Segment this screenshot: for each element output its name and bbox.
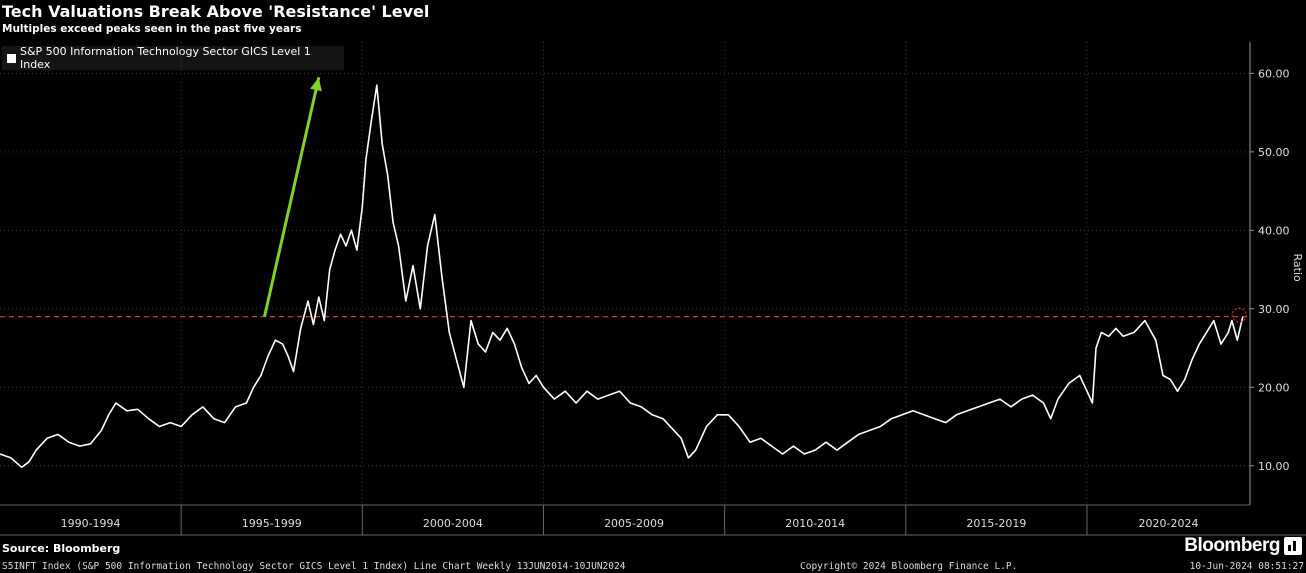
highlight-circle (1231, 307, 1247, 323)
legend-label: S&P 500 Information Technology Sector GI… (19, 45, 311, 71)
y-tick-label: 40.00 (1258, 224, 1290, 237)
x-period-label: 1995-1999 (242, 517, 302, 530)
y-axis-label: Ratio (1291, 254, 1304, 283)
y-tick-label: 20.00 (1258, 381, 1290, 394)
source-note: Source: Bloomberg (2, 542, 121, 555)
x-period-label: 2010-2014 (785, 517, 845, 530)
series-line (0, 84, 1244, 469)
x-period-label: 1990-1994 (61, 517, 121, 530)
timestamp: 10-Jun-2024 08:51:27 (1189, 561, 1304, 572)
y-tick-label: 10.00 (1258, 460, 1290, 473)
x-period-label: 2000-2004 (423, 517, 483, 530)
copyright: Copyright© 2024 Bloomberg Finance L.P. (800, 561, 1018, 572)
x-period-label: 2005-2009 (604, 517, 664, 530)
y-tick-label: 30.00 (1258, 303, 1290, 316)
bloomberg-logo: Bloomberg (1184, 535, 1302, 557)
legend: S&P 500 Information Technology Sector GI… (2, 45, 344, 71)
x-period-label: 2020-2024 (1138, 517, 1198, 530)
y-tick-label: 50.00 (1258, 146, 1290, 159)
annotation-arrowhead (310, 77, 322, 92)
y-tick-label: 60.00 (1258, 67, 1290, 80)
x-period-label: 2015-2019 (966, 517, 1026, 530)
annotation-arrow (263, 76, 321, 317)
brand-name: Bloomberg (1184, 535, 1280, 556)
bloomberg-chart-icon (1284, 537, 1302, 555)
chart-title: Tech Valuations Break Above 'Resistance'… (2, 2, 430, 21)
chart-description: S5INFT Index (S&P 500 Information Techno… (2, 561, 626, 572)
legend-swatch (7, 53, 16, 63)
chart-subtitle: Multiples exceed peaks seen in the past … (2, 23, 302, 35)
